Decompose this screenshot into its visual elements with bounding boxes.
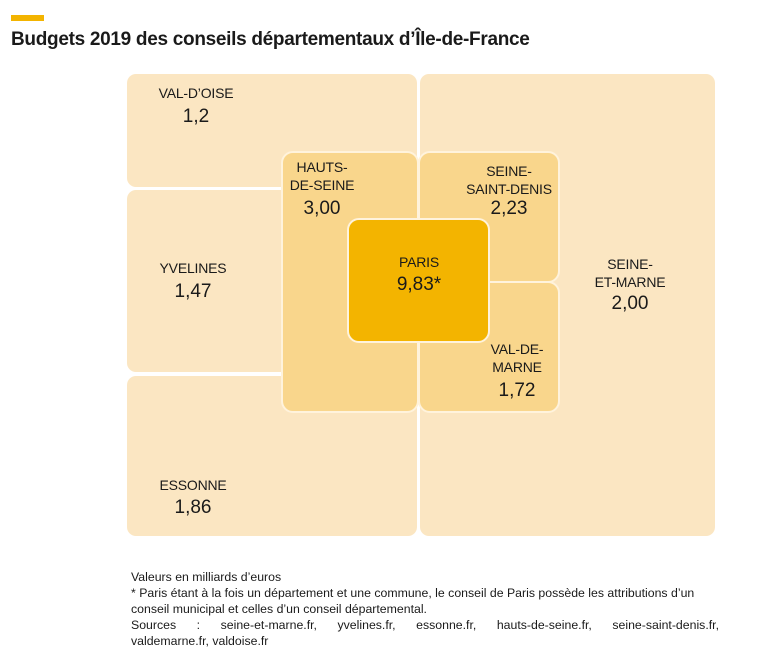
seine-saint-denis-label: SEINE- SAINT-DENIS [466,163,552,197]
yvelines-label: YVELINES [159,260,227,276]
accent-bar [11,15,44,21]
essonne-label: ESSONNE [159,477,227,493]
paris-block [347,218,490,343]
paris-value: 9,83* [396,274,442,295]
essonne-value: 1,86 [174,497,212,518]
val-de-marne-label: VAL-DE- MARNE [490,341,544,375]
seine-et-marne-value: 2,00 [611,293,649,314]
sources-line-2: valdemarne.fr, valdoise.fr [131,634,269,648]
val-doise-value: 1,2 [182,106,210,127]
notes: Valeurs en milliards d’euros * Paris éta… [131,569,719,649]
units-note: Valeurs en milliards d’euros [131,570,282,584]
val-doise-label: VAL-D’OISE [158,85,234,101]
hauts-de-seine-value: 3,00 [303,198,341,219]
seine-saint-denis-value: 2,23 [490,198,528,219]
page-title: Budgets 2019 des conseils départementaux… [11,29,530,50]
sources-line-1: Sources : seine-et-marne.fr, yvelines.fr… [131,618,719,632]
footnote: * Paris étant à la fois un département e… [131,586,695,616]
seine-et-marne-label: SEINE- ET-MARNE [594,256,666,290]
paris-label: PARIS [399,254,439,270]
val-de-marne-value: 1,72 [498,380,536,401]
hauts-de-seine-label: HAUTS- DE-SEINE [289,159,355,193]
yvelines-value: 1,47 [174,281,212,302]
